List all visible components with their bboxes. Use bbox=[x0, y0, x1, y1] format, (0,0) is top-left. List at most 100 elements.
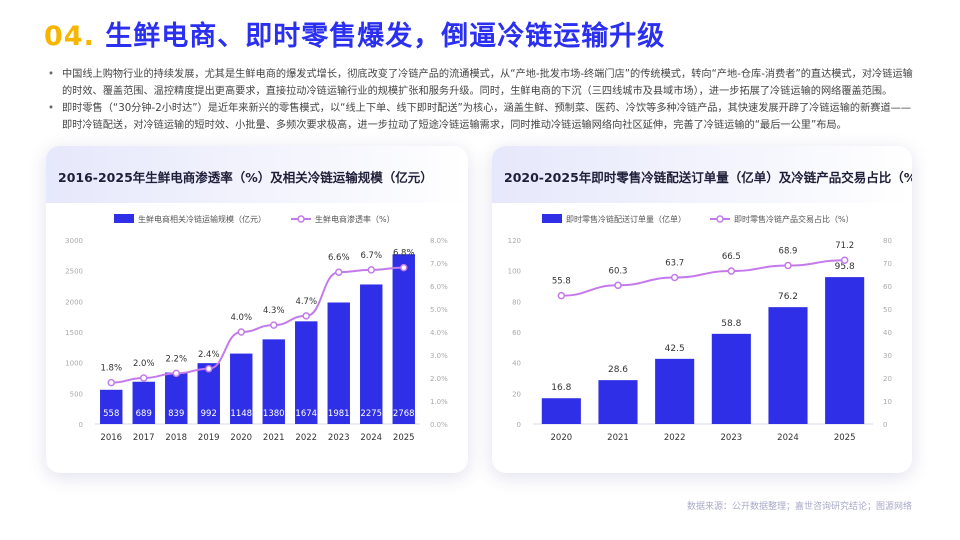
line-value-label: 1.8% bbox=[100, 364, 122, 374]
line-value-label: 6.6% bbox=[328, 253, 350, 263]
bar bbox=[541, 398, 581, 424]
left-axis-tick: 60 bbox=[512, 329, 521, 337]
x-axis-tick: 2025 bbox=[834, 433, 856, 443]
line-value-label: 60.3 bbox=[609, 266, 628, 276]
x-axis-tick: 2020 bbox=[230, 433, 252, 443]
bar bbox=[100, 389, 123, 424]
left-axis-tick: 80 bbox=[512, 298, 521, 306]
line-value-label: 68.9 bbox=[779, 247, 798, 257]
title-text: 生鲜电商、即时零售爆发，倒逼冷链运输升级 bbox=[105, 21, 666, 52]
bar bbox=[655, 358, 695, 424]
right-axis-tick: 80 bbox=[883, 237, 892, 245]
x-axis-tick: 2019 bbox=[198, 433, 220, 443]
right-axis-tick: 0 bbox=[883, 421, 887, 429]
line-value-label: 2.0% bbox=[133, 359, 155, 369]
source-note: 数据来源：公开数据整理；嘉世咨询研究结论；图源网络 bbox=[686, 502, 912, 512]
right-axis-tick: 4.0% bbox=[430, 329, 448, 337]
left-axis-tick: 40 bbox=[512, 360, 521, 368]
x-axis-tick: 2024 bbox=[360, 433, 382, 443]
bar bbox=[825, 277, 865, 424]
chart-card-instant-retail: 2020-2025年即时零售冷链配送订单量（亿单）及冷链产品交易占比（%） 即时… bbox=[492, 146, 912, 473]
bar bbox=[768, 307, 808, 424]
bar bbox=[392, 254, 415, 424]
bar-value-label: 1148 bbox=[230, 409, 252, 419]
line-value-label: 4.3% bbox=[263, 306, 285, 316]
right-axis-tick: 70 bbox=[883, 260, 892, 268]
line-point bbox=[614, 281, 622, 290]
bar bbox=[711, 333, 751, 424]
card-header bbox=[46, 146, 468, 203]
bar bbox=[327, 302, 350, 424]
x-axis-tick: 2022 bbox=[664, 433, 686, 443]
left-axis-tick: 20 bbox=[512, 390, 521, 398]
bar-value-label: 58.8 bbox=[721, 319, 741, 329]
right-axis-tick: 40 bbox=[883, 329, 892, 337]
left-axis-tick: 500 bbox=[70, 390, 83, 398]
right-axis-tick: 60 bbox=[883, 283, 892, 291]
left-axis-tick: 1000 bbox=[65, 360, 83, 368]
line-value-label: 4.7% bbox=[295, 297, 317, 307]
chart-legend: 生鲜电商相关冷链运输规模（亿元） 生鲜电商渗透率（%） bbox=[114, 214, 395, 224]
line-point bbox=[172, 369, 180, 378]
left-axis-tick: 3000 bbox=[65, 237, 83, 245]
line-value-label: 6.8% bbox=[393, 249, 415, 259]
legend-bar-label: 即时零售冷链配送订单量（亿单） bbox=[566, 214, 686, 224]
right-axis-tick: 2.0% bbox=[430, 375, 448, 383]
card-header bbox=[492, 146, 912, 203]
bar-value-label: 95.8 bbox=[835, 262, 855, 272]
bar-value-label: 1380 bbox=[263, 409, 285, 419]
chart-instant-retail: 即时零售冷链配送订单量（亿单） 即时零售冷链产品交易占比（%） 0 20 40 60 80 1… bbox=[508, 214, 892, 443]
left-axis-tick: 1500 bbox=[65, 329, 83, 337]
bar-value-label: 42.5 bbox=[665, 344, 685, 354]
legend-bar-swatch bbox=[542, 214, 562, 223]
legend-bar-label: 生鲜电商相关冷链运输规模（亿元） bbox=[138, 214, 266, 224]
bar-value-label: 992 bbox=[201, 409, 217, 419]
legend-line-marker bbox=[716, 215, 724, 223]
x-axis-tick: 2023 bbox=[328, 433, 350, 443]
x-axis-tick: 2024 bbox=[777, 433, 799, 443]
legend-bar-swatch bbox=[114, 214, 134, 223]
right-axis-tick: 6.0% bbox=[430, 283, 448, 291]
legend-line-label: 即时零售冷链产品交易占比（%） bbox=[734, 214, 854, 224]
page-title: 04. 生鲜电商、即时零售爆发，倒逼冷链运输升级 bbox=[44, 14, 665, 54]
line-point bbox=[205, 365, 213, 373]
line-point bbox=[270, 321, 278, 329]
bar-value-label: 1674 bbox=[295, 409, 317, 419]
section-number: 04. bbox=[44, 21, 95, 52]
bar-value-label: 1981 bbox=[328, 409, 350, 419]
bar bbox=[132, 381, 155, 424]
right-axis-tick: 7.0% bbox=[430, 260, 448, 268]
bar-value-label: 16.8 bbox=[551, 383, 571, 393]
bar-value-label: 839 bbox=[168, 409, 184, 419]
line-value-label: 4.0% bbox=[230, 313, 252, 323]
chart-title: 2016-2025年生鲜电商渗透率（%）及相关冷链运输规模（亿元） bbox=[58, 170, 433, 185]
line-value-label: 66.5 bbox=[722, 252, 741, 262]
bar bbox=[165, 372, 188, 424]
line-value-label: 2.4% bbox=[198, 350, 220, 360]
line-point bbox=[400, 263, 408, 272]
legend-line-marker bbox=[297, 215, 305, 223]
bar bbox=[598, 380, 638, 424]
x-axis-tick: 2022 bbox=[295, 433, 317, 443]
line-point bbox=[557, 291, 566, 300]
line-value-label: 2.2% bbox=[165, 354, 187, 364]
x-axis-tick: 2021 bbox=[607, 433, 629, 443]
bar-value-label: 2768 bbox=[393, 409, 415, 419]
bar-value-label: 28.6 bbox=[608, 365, 628, 375]
bar-value-label: 558 bbox=[103, 409, 119, 419]
line-value-label: 63.7 bbox=[665, 258, 684, 268]
right-axis-tick: 1.0% bbox=[430, 398, 448, 406]
chart-card-ecommerce: 2016-2025年生鲜电商渗透率（%）及相关冷链运输规模（亿元） 生鲜电商相关… bbox=[46, 146, 468, 473]
x-axis-tick: 2025 bbox=[393, 433, 415, 443]
right-axis-tick: 50 bbox=[883, 306, 892, 314]
chart-ecommerce: 生鲜电商相关冷链运输规模（亿元） 生鲜电商渗透率（%） 0 500 1000 1500 20… bbox=[65, 214, 448, 443]
right-axis-tick: 5.0% bbox=[430, 306, 448, 314]
x-axis-tick: 2023 bbox=[721, 433, 743, 443]
bar bbox=[295, 321, 318, 424]
left-axis-tick: 0 bbox=[517, 421, 521, 429]
line-point bbox=[784, 261, 792, 270]
x-axis-tick: 2016 bbox=[100, 433, 122, 443]
bar bbox=[230, 353, 253, 424]
line-point bbox=[140, 374, 148, 382]
line-point bbox=[670, 273, 679, 282]
